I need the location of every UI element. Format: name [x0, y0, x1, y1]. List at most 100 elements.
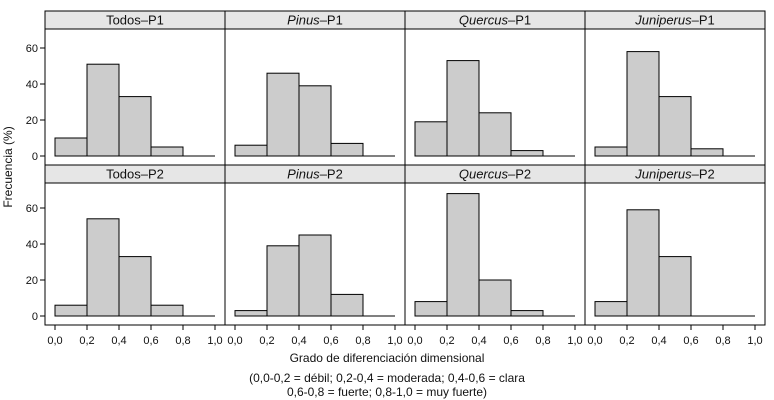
histogram-bar: [414, 301, 448, 317]
panel-title-genus: Pinus: [287, 13, 320, 28]
histogram-bar: [658, 96, 692, 157]
panel-title-period: –P2: [508, 167, 531, 182]
x-tick-label: 0,0: [227, 335, 242, 347]
histogram-bar: [330, 142, 364, 157]
x-tick-label: 0,8: [355, 335, 370, 347]
histogram-bar: [478, 112, 512, 157]
histogram-bar: [330, 293, 364, 317]
bars: [54, 63, 184, 157]
panel-title-genus: Juniperus: [634, 13, 692, 28]
y-tick-label: 0: [32, 311, 38, 323]
histogram-bar: [54, 137, 88, 157]
panel-title-genus: Quercus: [459, 13, 509, 28]
x-axis-label: Grado de diferenciación dimensional: [289, 351, 485, 365]
x-tick-label: 1,0: [207, 335, 222, 347]
histogram-bar: [626, 209, 660, 317]
panel-title-period: –P1: [141, 13, 164, 28]
histogram-bar: [298, 85, 332, 157]
histogram-bar: [86, 218, 120, 317]
histogram-bar: [446, 60, 480, 157]
histogram-bar: [510, 310, 544, 317]
x-tick-label: 0,4: [111, 335, 126, 347]
panel-7: Quercus–P2 0,0 0,2 0,4 0,6 0,8 1,0: [404, 164, 586, 347]
panel-title-genus: Juniperus: [634, 167, 692, 182]
panel-title-genus: Quercus: [459, 167, 509, 182]
panel-title-period: –P1: [692, 13, 715, 28]
histogram-bar: [414, 121, 448, 157]
bars: [414, 193, 544, 317]
x-tick-label: 0,4: [651, 335, 666, 347]
histogram-bar: [234, 310, 268, 317]
x-tick-label: 0,6: [503, 335, 518, 347]
panel-title-period: –P1: [320, 13, 343, 28]
panel-title: Pinus–P2: [287, 167, 343, 182]
y-tick-label: 20: [26, 275, 38, 287]
x-tick-label: 0,2: [259, 335, 274, 347]
panel-8: Juniperus–P2 0,0 0,2 0,4 0,6 0,8 1,0: [584, 164, 766, 347]
histogram-bar: [594, 146, 628, 157]
panel-title-genus: Todos: [106, 13, 141, 28]
histogram-bar: [54, 304, 88, 317]
panel-title-period: –P2: [692, 167, 715, 182]
histogram-bar: [510, 150, 544, 157]
histogram-bar: [118, 256, 152, 317]
panel-title: Juniperus–P1: [634, 13, 715, 28]
bars: [234, 234, 364, 317]
y-tick-label: 20: [26, 115, 38, 127]
x-tick-label: 0,8: [715, 335, 730, 347]
histogram-bar: [658, 256, 692, 317]
histogram-bar: [150, 304, 184, 317]
panel-6: Pinus–P2 0,0 0,2 0,4 0,6 0,8 1,0: [224, 164, 406, 347]
histogram-bar: [118, 96, 152, 157]
panel-title-period: –P2: [141, 167, 164, 182]
panel-title-genus: Pinus: [287, 167, 320, 182]
y-tick-label: 60: [26, 43, 38, 55]
bars: [234, 72, 364, 157]
panel-title: Juniperus–P2: [634, 167, 715, 182]
histogram-bar: [626, 51, 660, 157]
panel-5: Todos–P2 0 20 40 60 0,0 0,2 0,4 0,6 0,8 1,0: [26, 164, 226, 347]
histogram-bar: [266, 245, 300, 317]
x-tick-label: 1,0: [747, 335, 762, 347]
x-tick-label: 0,4: [291, 335, 306, 347]
histogram-bar: [234, 144, 268, 157]
x-tick-label: 0,2: [79, 335, 94, 347]
panel-frame: [584, 182, 766, 326]
x-tick-label: 0,2: [439, 335, 454, 347]
bars: [594, 51, 724, 157]
x-tick-label: 0,6: [143, 335, 158, 347]
panel-title: Todos–P2: [106, 167, 164, 182]
x-tick-label: 0,0: [407, 335, 422, 347]
y-tick-label: 40: [26, 79, 38, 91]
legend-note-line-2: 0,6-0,8 = fuerte; 0,8-1,0 = muy fuerte): [286, 385, 488, 399]
panel-2: Pinus–P1: [224, 10, 406, 166]
panel-title-period: –P1: [508, 13, 531, 28]
x-tick-label: 0,8: [175, 335, 190, 347]
x-tick-label: 0,0: [587, 335, 602, 347]
bars: [54, 218, 184, 317]
histogram-bar: [150, 146, 184, 157]
bars: [414, 60, 544, 157]
histogram-bar: [266, 72, 300, 157]
panel-title: Quercus–P1: [459, 13, 531, 28]
x-tick-label: 0,0: [47, 335, 62, 347]
panel-1: Todos–P1 0 20 40 60: [26, 10, 226, 166]
legend-note-line-1: (0,0-0,2 = débil; 0,2-0,4 = moderada; 0,…: [249, 371, 525, 385]
x-tick-label: 0,4: [471, 335, 486, 347]
x-tick-label: 1,0: [567, 335, 582, 347]
histogram-bar: [690, 148, 724, 157]
panel-title: Todos–P1: [106, 13, 164, 28]
y-axis-label: Frecuencia (%): [1, 126, 15, 207]
bars: [594, 209, 692, 317]
y-tick-label: 40: [26, 239, 38, 251]
panel-title-period: –P2: [320, 167, 343, 182]
panel-3: Quercus–P1: [404, 10, 586, 166]
x-tick-label: 0,6: [683, 335, 698, 347]
panel-4: Juniperus–P1: [584, 10, 766, 166]
histogram-bar: [478, 279, 512, 317]
panel-title-genus: Todos: [106, 167, 141, 182]
x-tick-label: 0,2: [619, 335, 634, 347]
x-tick-label: 1,0: [387, 335, 402, 347]
histogram-bar: [446, 193, 480, 317]
